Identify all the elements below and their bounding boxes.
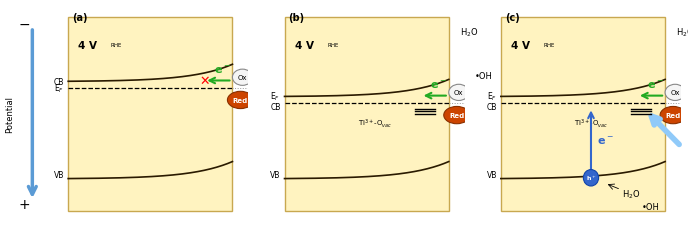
Text: VB: VB	[54, 170, 64, 179]
Text: E$_F$: E$_F$	[54, 82, 64, 95]
Text: e$^-$: e$^-$	[431, 80, 447, 91]
Text: ✕: ✕	[199, 75, 210, 88]
Text: Potential: Potential	[5, 96, 14, 133]
Bar	[285, 18, 449, 211]
Ellipse shape	[449, 85, 469, 101]
Text: (a): (a)	[72, 13, 87, 23]
Text: H$_2$O: H$_2$O	[676, 27, 688, 39]
Text: 4 V: 4 V	[294, 41, 314, 51]
Text: Red: Red	[665, 113, 680, 119]
Text: VB: VB	[270, 170, 281, 179]
Text: CB: CB	[54, 78, 64, 87]
Text: E$_F$: E$_F$	[487, 90, 497, 102]
Text: (b): (b)	[288, 13, 305, 23]
Text: 4 V: 4 V	[511, 41, 530, 51]
Ellipse shape	[665, 85, 685, 101]
Text: $_{\mathrm{RHE}}$: $_{\mathrm{RHE}}$	[110, 41, 123, 50]
Text: h$^+$: h$^+$	[585, 174, 596, 183]
Bar	[501, 18, 665, 211]
Text: $_{\mathrm{RHE}}$: $_{\mathrm{RHE}}$	[543, 41, 556, 50]
Text: Ox: Ox	[670, 90, 680, 96]
Text: +: +	[19, 197, 30, 211]
Text: Red: Red	[233, 98, 248, 104]
Text: e$^-$: e$^-$	[647, 80, 663, 91]
Text: e$^-$: e$^-$	[596, 135, 614, 146]
Text: CB: CB	[270, 103, 281, 112]
Text: H$_2$O: H$_2$O	[460, 27, 478, 39]
Text: •OH: •OH	[642, 203, 660, 212]
Text: CB: CB	[486, 103, 497, 112]
Text: Red: Red	[449, 113, 464, 119]
Text: VB: VB	[486, 170, 497, 179]
Ellipse shape	[660, 107, 686, 124]
Ellipse shape	[444, 107, 470, 124]
Ellipse shape	[228, 92, 253, 109]
Text: H$_2$O: H$_2$O	[622, 188, 641, 200]
Text: 4 V: 4 V	[78, 41, 97, 51]
Text: E$_F$: E$_F$	[270, 90, 281, 102]
Bar	[68, 18, 233, 211]
Text: Ti$^{3+}$-O$_{vac}$: Ti$^{3+}$-O$_{vac}$	[358, 117, 391, 129]
Text: Ox: Ox	[454, 90, 464, 96]
Text: •OH: •OH	[475, 71, 493, 80]
Text: −: −	[19, 18, 30, 32]
Text: UV: UV	[687, 146, 688, 156]
Text: Ox: Ox	[238, 75, 247, 81]
Text: $_{\mathrm{RHE}}$: $_{\mathrm{RHE}}$	[327, 41, 339, 50]
Text: e$^-$: e$^-$	[214, 65, 230, 76]
Text: Ti$^{3+}$-O$_{vac}$: Ti$^{3+}$-O$_{vac}$	[574, 117, 608, 129]
Circle shape	[583, 170, 599, 186]
Text: (c): (c)	[505, 13, 519, 23]
Ellipse shape	[233, 70, 252, 86]
